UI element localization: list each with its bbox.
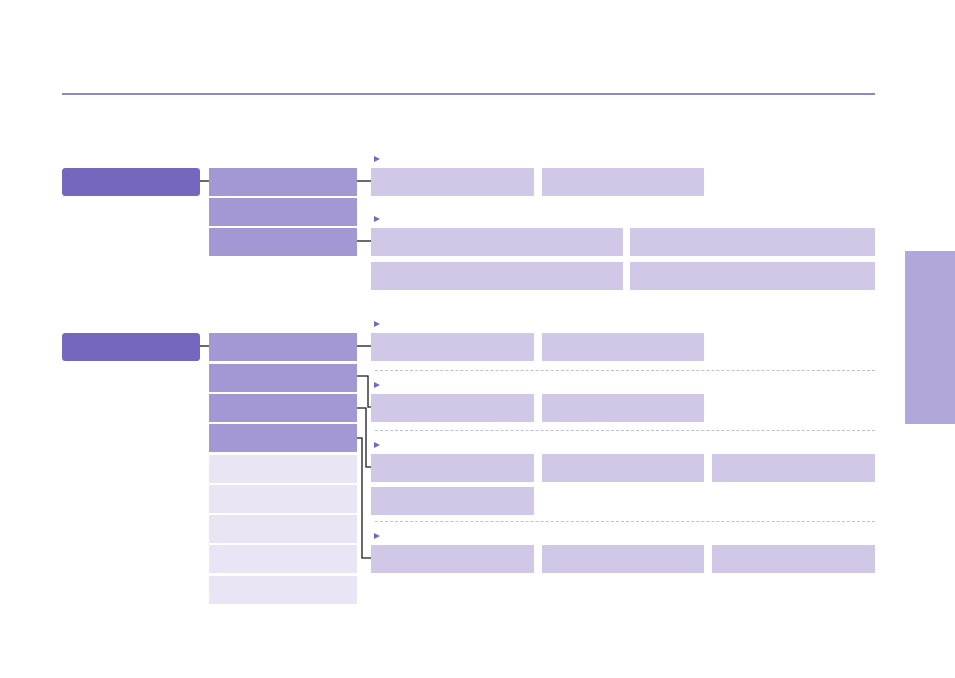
level2-node-faded[interactable] (209, 485, 357, 513)
level2-node-1b[interactable] (209, 198, 357, 226)
leaf-node[interactable] (371, 487, 534, 515)
leaf-node[interactable] (712, 545, 875, 573)
leaf-node[interactable] (371, 262, 623, 290)
leaf-node[interactable] (371, 454, 534, 482)
leaf-node[interactable] (712, 454, 875, 482)
level2-node-2c[interactable] (209, 394, 357, 422)
header-rule (62, 93, 875, 95)
leaf-node[interactable] (542, 545, 704, 573)
leaf-node[interactable] (630, 228, 875, 256)
leaf-node[interactable] (542, 454, 704, 482)
group-divider (375, 370, 875, 371)
level2-node-2a[interactable] (209, 333, 357, 361)
leaf-node[interactable] (371, 394, 534, 422)
level2-node-faded[interactable] (209, 576, 357, 604)
side-chapter-tab[interactable] (905, 251, 955, 424)
level2-node-1a[interactable] (209, 168, 357, 196)
connector-l2e-groupB (357, 375, 371, 408)
leaf-node[interactable] (371, 333, 534, 361)
level2-node-faded[interactable] (209, 545, 357, 573)
leaf-node[interactable] (371, 168, 534, 196)
group-divider (375, 430, 875, 431)
group-marker-icon (374, 156, 380, 162)
group-marker-icon (374, 321, 380, 327)
group-marker-icon (374, 382, 380, 388)
level2-node-faded[interactable] (209, 455, 357, 483)
leaf-node[interactable] (542, 394, 704, 422)
group-divider (375, 521, 875, 522)
connector-l2f-groupC (357, 407, 371, 468)
level2-node-2d[interactable] (209, 424, 357, 452)
root-node-2[interactable] (62, 333, 200, 361)
level2-node-faded[interactable] (209, 515, 357, 543)
level2-node-1c[interactable] (209, 228, 357, 256)
leaf-node[interactable] (371, 228, 623, 256)
group-marker-icon (374, 533, 380, 539)
leaf-node[interactable] (371, 545, 534, 573)
root-node-1[interactable] (62, 168, 200, 196)
group-marker-icon (374, 216, 380, 222)
group-marker-icon (374, 442, 380, 448)
level2-node-2b[interactable] (209, 364, 357, 392)
leaf-node[interactable] (542, 333, 704, 361)
leaf-node[interactable] (630, 262, 875, 290)
connector-l2g-groupD (357, 437, 371, 559)
leaf-node[interactable] (542, 168, 704, 196)
